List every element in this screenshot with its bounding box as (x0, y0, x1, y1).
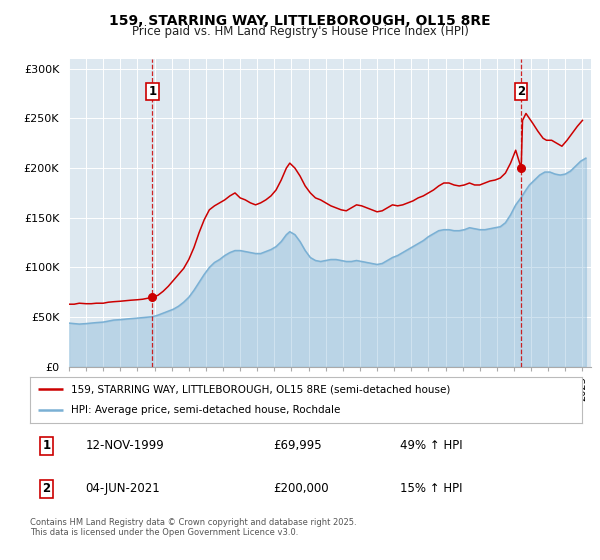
Text: Contains HM Land Registry data © Crown copyright and database right 2025.
This d: Contains HM Land Registry data © Crown c… (30, 518, 356, 538)
Text: £69,995: £69,995 (273, 439, 322, 452)
Text: 159, STARRING WAY, LITTLEBOROUGH, OL15 8RE (semi-detached house): 159, STARRING WAY, LITTLEBOROUGH, OL15 8… (71, 384, 451, 394)
Text: 159, STARRING WAY, LITTLEBOROUGH, OL15 8RE: 159, STARRING WAY, LITTLEBOROUGH, OL15 8… (109, 14, 491, 28)
Text: 15% ↑ HPI: 15% ↑ HPI (400, 482, 463, 496)
Text: 49% ↑ HPI: 49% ↑ HPI (400, 439, 463, 452)
Text: 2: 2 (43, 482, 50, 496)
Text: 12-NOV-1999: 12-NOV-1999 (85, 439, 164, 452)
Text: 2: 2 (517, 85, 525, 97)
Text: 1: 1 (148, 85, 157, 97)
Text: 1: 1 (43, 439, 50, 452)
Text: 04-JUN-2021: 04-JUN-2021 (85, 482, 160, 496)
Text: Price paid vs. HM Land Registry's House Price Index (HPI): Price paid vs. HM Land Registry's House … (131, 25, 469, 38)
Text: HPI: Average price, semi-detached house, Rochdale: HPI: Average price, semi-detached house,… (71, 405, 341, 416)
Text: £200,000: £200,000 (273, 482, 329, 496)
